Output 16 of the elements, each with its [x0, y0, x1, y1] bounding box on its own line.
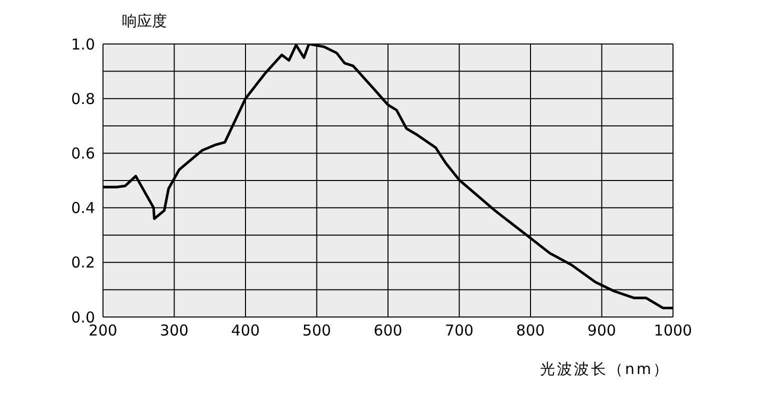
- x-tick-label: 400: [231, 322, 260, 340]
- x-tick-label: 500: [302, 322, 332, 340]
- y-tick-label: 0.2: [71, 254, 95, 272]
- x-tick-label: 1000: [654, 322, 692, 340]
- y-tick-label: 0.6: [71, 144, 95, 163]
- x-tick-label: 600: [374, 322, 402, 340]
- x-tick-label: 800: [516, 322, 545, 340]
- x-tick-label: 700: [444, 322, 474, 340]
- x-tick-label: 900: [587, 322, 616, 340]
- y-tick-label: 0.8: [71, 90, 95, 108]
- x-tick-label: 200: [88, 322, 118, 340]
- y-tick-label: 1.0: [71, 35, 95, 54]
- y-axis-title: 响应度: [122, 12, 167, 31]
- y-tick-label: 0.4: [71, 199, 95, 218]
- x-axis-title: 光波波长（nm）: [540, 360, 670, 379]
- x-tick-label: 300: [160, 322, 189, 340]
